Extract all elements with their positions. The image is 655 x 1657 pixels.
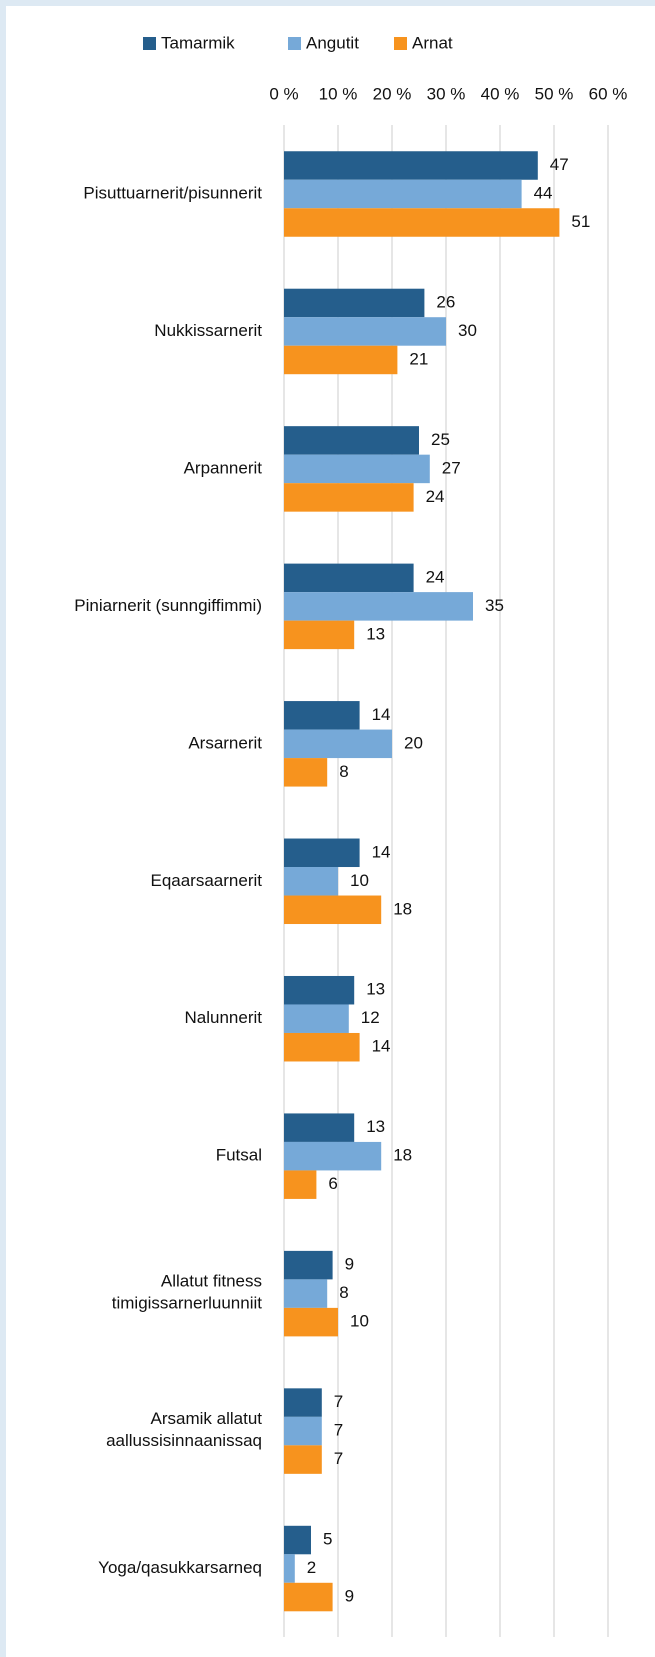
- data-label: 14: [372, 842, 391, 861]
- category-label: Arsamik allatut aallussisinnaanissaq: [106, 1410, 262, 1451]
- legend-label: Arnat: [412, 33, 453, 52]
- bar: [284, 483, 414, 512]
- data-label: 21: [409, 349, 428, 368]
- data-label: 35: [485, 596, 504, 615]
- data-label: 13: [366, 624, 385, 643]
- bar: [284, 1141, 382, 1171]
- x-tick-label: 20 %: [373, 84, 412, 103]
- bar: [284, 208, 560, 237]
- x-tick-label: 10 %: [319, 84, 358, 103]
- bar: [284, 1170, 317, 1199]
- data-label: 5: [323, 1530, 332, 1549]
- bar: [284, 1113, 355, 1142]
- data-label: 24: [426, 487, 445, 506]
- category-label: Pisuttuarnerit/pisunnerit: [83, 183, 262, 202]
- bar: [284, 1004, 349, 1033]
- x-tick-label: 60 %: [589, 84, 628, 103]
- category-label: Piniarnerit (sunngiffimmi): [74, 596, 262, 615]
- bar: [284, 758, 328, 787]
- bar: [284, 1525, 311, 1555]
- data-label: 14: [372, 1037, 391, 1056]
- legend-label: Angutit: [306, 33, 359, 52]
- bar: [284, 1445, 322, 1474]
- bar: [284, 151, 538, 180]
- bar: [284, 1388, 322, 1417]
- data-label: 9: [345, 1587, 354, 1606]
- category-label-line: timigissarnerluunniit: [112, 1294, 263, 1313]
- data-label: 7: [334, 1421, 343, 1440]
- data-label: 13: [366, 1117, 385, 1136]
- category-label: Yoga/qasukkarsarneq: [98, 1558, 262, 1577]
- bar: [284, 317, 446, 346]
- data-label: 9: [345, 1255, 354, 1274]
- legend-swatch: [143, 37, 156, 50]
- category-label: Eqaarsaarnerit: [150, 871, 262, 890]
- data-label: 26: [436, 292, 455, 311]
- chart-panel: [6, 6, 655, 1657]
- bar: [284, 1279, 328, 1308]
- bar: [284, 454, 430, 484]
- bar: [284, 1554, 295, 1583]
- bar: [284, 1250, 333, 1280]
- data-label: 7: [334, 1392, 343, 1411]
- data-label: 47: [550, 155, 569, 174]
- legend-swatch: [394, 37, 407, 50]
- data-label: 25: [431, 430, 450, 449]
- bar: [284, 426, 419, 455]
- category-label: Allatut fitness timigissarnerluunniit: [112, 1272, 263, 1313]
- data-label: 20: [404, 733, 423, 752]
- x-tick-label: 30 %: [427, 84, 466, 103]
- data-label: 18: [393, 899, 412, 918]
- x-tick-label: 40 %: [481, 84, 520, 103]
- data-label: 14: [372, 705, 391, 724]
- category-label: Nalunnerit: [185, 1008, 263, 1027]
- category-label: Arpannerit: [184, 458, 263, 477]
- bar: [284, 1032, 360, 1062]
- data-label: 27: [442, 458, 461, 477]
- legend-label: Tamarmik: [161, 33, 235, 52]
- bar: [284, 975, 355, 1005]
- bar: [284, 1416, 322, 1446]
- bar: [284, 345, 398, 375]
- data-label: 12: [361, 1008, 380, 1027]
- data-label: 2: [307, 1558, 316, 1577]
- category-label-line: Allatut fitness: [161, 1272, 262, 1291]
- legend-swatch: [288, 37, 301, 50]
- bar: [284, 729, 392, 759]
- bar: [284, 179, 522, 209]
- x-tick-label: 50 %: [535, 84, 574, 103]
- category-label: Arsarnerit: [188, 733, 262, 752]
- bar: [284, 895, 382, 925]
- category-label-line: Arsamik allatut: [151, 1410, 263, 1429]
- data-label: 8: [339, 1283, 348, 1302]
- bar: [284, 701, 360, 730]
- category-label: Futsal: [216, 1146, 262, 1165]
- x-tick-label: 0 %: [269, 84, 298, 103]
- category-label-line: aallussisinnaanissaq: [106, 1432, 262, 1451]
- bar: [284, 592, 473, 621]
- data-label: 13: [366, 980, 385, 999]
- data-label: 44: [534, 183, 553, 202]
- bar: [284, 288, 425, 318]
- bar: [284, 1582, 333, 1612]
- data-label: 10: [350, 871, 369, 890]
- data-label: 30: [458, 321, 477, 340]
- data-label: 7: [334, 1449, 343, 1468]
- data-label: 10: [350, 1312, 369, 1331]
- data-label: 8: [339, 762, 348, 781]
- bar: [284, 1307, 338, 1337]
- data-label: 18: [393, 1146, 412, 1165]
- bar: [284, 563, 414, 593]
- data-label: 24: [426, 567, 445, 586]
- data-label: 6: [328, 1174, 337, 1193]
- bar: [284, 620, 355, 650]
- data-label: 51: [571, 212, 590, 231]
- bar: [284, 838, 360, 868]
- category-label: Nukkissarnerit: [154, 321, 262, 340]
- bar: [284, 867, 338, 896]
